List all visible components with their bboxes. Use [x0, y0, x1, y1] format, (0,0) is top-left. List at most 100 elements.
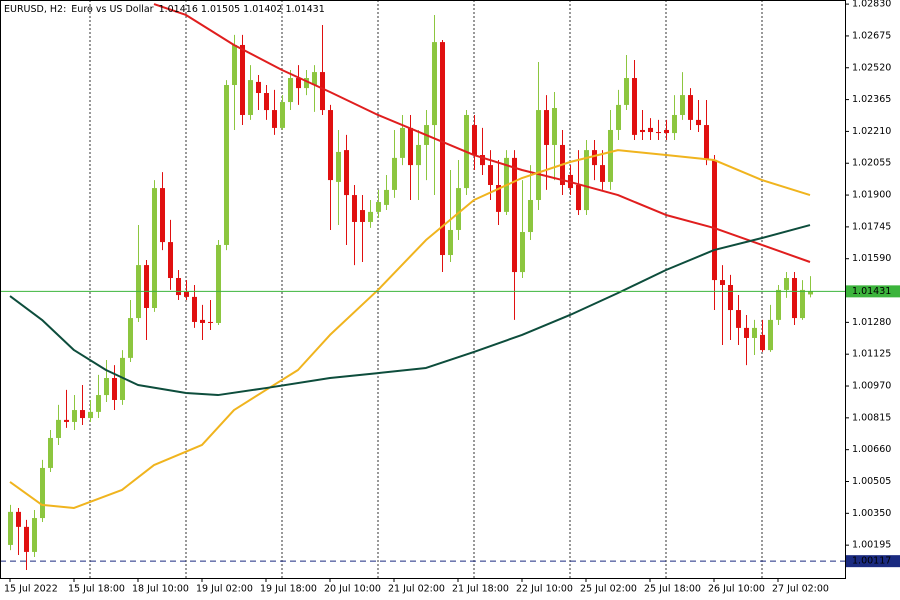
x-tick-label: 18 Jul 10:00	[132, 584, 189, 595]
candle-body	[432, 42, 437, 126]
candle-body	[608, 129, 613, 182]
candle-body	[680, 95, 685, 115]
candle-body	[528, 199, 533, 233]
y-tick-label: 1.00970	[852, 381, 891, 392]
candle-body	[328, 110, 333, 181]
candle-body	[368, 211, 373, 222]
candle-body	[192, 296, 197, 322]
y-tick-label: 1.01280	[852, 317, 891, 328]
candle-body	[576, 185, 581, 211]
candle-body	[128, 318, 133, 358]
x-tick-label: 25 Jul 02:00	[580, 584, 637, 595]
candle-body	[304, 78, 309, 89]
chart-subtitle: Euro vs US Dollar	[71, 4, 153, 15]
candle-body	[104, 378, 109, 396]
y-tick-label: 1.01745	[852, 221, 891, 232]
x-tick-label: 22 Jul 10:00	[516, 584, 573, 595]
candle-body	[736, 310, 741, 328]
candle-body	[720, 280, 725, 285]
candle-body	[88, 411, 93, 419]
x-tick-label: 15 Jul 18:00	[68, 584, 125, 595]
candle-body	[360, 210, 365, 222]
candle-body	[112, 378, 117, 400]
chart-header: EURUSD, H2: Euro vs US Dollar 1.01416 1.015…	[4, 4, 325, 15]
candle-body	[760, 334, 765, 351]
candle-body	[264, 93, 269, 111]
candle-body	[40, 467, 45, 519]
candle-body	[672, 114, 677, 134]
candle-body	[488, 165, 493, 186]
candle-body	[688, 95, 693, 120]
y-tick-label: 1.00195	[852, 540, 891, 551]
candle-body	[56, 419, 61, 438]
y-tick-label: 1.00350	[852, 508, 891, 519]
moving-average	[9, 149, 811, 509]
candle-body	[232, 44, 237, 86]
candle-body	[536, 110, 541, 200]
candle-body	[784, 278, 789, 290]
last-open: 1.01416	[159, 4, 198, 15]
candle-body	[448, 229, 453, 256]
candle-body	[552, 108, 557, 145]
y-tick-label: 1.00815	[852, 412, 891, 423]
candle-body	[744, 327, 749, 338]
candle-body	[224, 85, 229, 245]
y-tick-label: 1.00660	[852, 444, 891, 455]
candle-body	[64, 419, 69, 422]
x-tick-label: 15 Jul 2022	[4, 584, 58, 595]
y-tick-label: 1.01590	[852, 253, 891, 264]
y-tick-label: 1.01125	[852, 349, 891, 360]
y-tick-label: 1.02210	[852, 126, 891, 137]
candle-body	[184, 291, 189, 297]
candle-body	[384, 189, 389, 205]
candle-body	[152, 188, 157, 308]
plot-area	[0, 0, 845, 578]
x-tick-label: 27 Jul 02:00	[772, 584, 829, 595]
y-tick-label: 1.02055	[852, 158, 891, 169]
candle-body	[72, 410, 77, 422]
candle-body	[416, 144, 421, 166]
candle-body	[168, 242, 173, 279]
y-tick-label: 1.02520	[852, 62, 891, 73]
candle-body	[648, 127, 653, 133]
candle-body	[768, 319, 773, 351]
level-box	[846, 555, 900, 568]
candle-body	[336, 151, 341, 182]
y-tick-label: 1.02675	[852, 30, 891, 41]
candle-body	[24, 526, 29, 552]
x-tick-label: 25 Jul 18:00	[644, 584, 701, 595]
moving-average	[9, 224, 811, 397]
candle-body	[472, 125, 477, 156]
x-tick-label: 26 Jul 10:00	[708, 584, 765, 595]
candle-body	[120, 357, 125, 400]
candle-body	[616, 104, 621, 130]
candle-body	[344, 150, 349, 196]
candle-body	[288, 78, 293, 103]
candle-body	[96, 395, 101, 412]
candle-body	[208, 321, 213, 323]
candle-body	[280, 102, 285, 128]
candle-body	[808, 291, 813, 295]
candle-body	[624, 78, 629, 105]
candle-body	[16, 511, 21, 527]
level-label: 1.00117	[852, 556, 891, 567]
candle-body	[408, 127, 413, 166]
candle-body	[792, 278, 797, 319]
plot-frame	[0, 0, 846, 579]
candle-body	[512, 157, 517, 273]
candle-body	[704, 125, 709, 160]
candle-body	[520, 232, 525, 273]
x-tick-label: 21 Jul 02:00	[388, 584, 445, 595]
candle-body	[216, 244, 221, 323]
candle-body	[480, 155, 485, 166]
chart-title: EURUSD, H2:	[4, 4, 66, 15]
x-tick-label: 20 Jul 10:00	[324, 584, 381, 595]
candle-body	[248, 80, 253, 115]
candle-body	[584, 150, 589, 211]
candle-body	[712, 159, 717, 281]
candle-body	[392, 157, 397, 190]
candle-body	[256, 81, 261, 94]
